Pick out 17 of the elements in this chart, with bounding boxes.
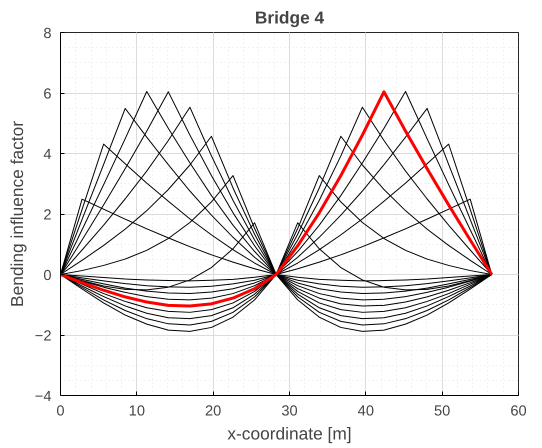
y-tick-label: −2 <box>34 328 52 344</box>
x-tick-label: 50 <box>434 404 450 420</box>
y-tick-label: 6 <box>43 86 52 102</box>
y-tick-label: 0 <box>43 268 52 284</box>
y-tick-label: 4 <box>43 147 52 163</box>
x-axis-title: x-coordinate [m] <box>227 424 352 444</box>
chart-title: Bridge 4 <box>254 8 325 28</box>
y-tick-label: 8 <box>43 26 52 42</box>
x-tick-label: 0 <box>56 404 65 420</box>
x-tick-label: 30 <box>281 404 298 420</box>
x-tick-label: 60 <box>510 404 527 420</box>
y-tick-label: 2 <box>43 208 52 224</box>
x-tick-label: 10 <box>128 404 145 420</box>
x-tick-label: 20 <box>205 404 222 420</box>
y-tick-label: −4 <box>34 389 52 405</box>
x-tick-label: 40 <box>358 404 374 420</box>
y-axis-title: Bending influence factor <box>6 120 27 307</box>
